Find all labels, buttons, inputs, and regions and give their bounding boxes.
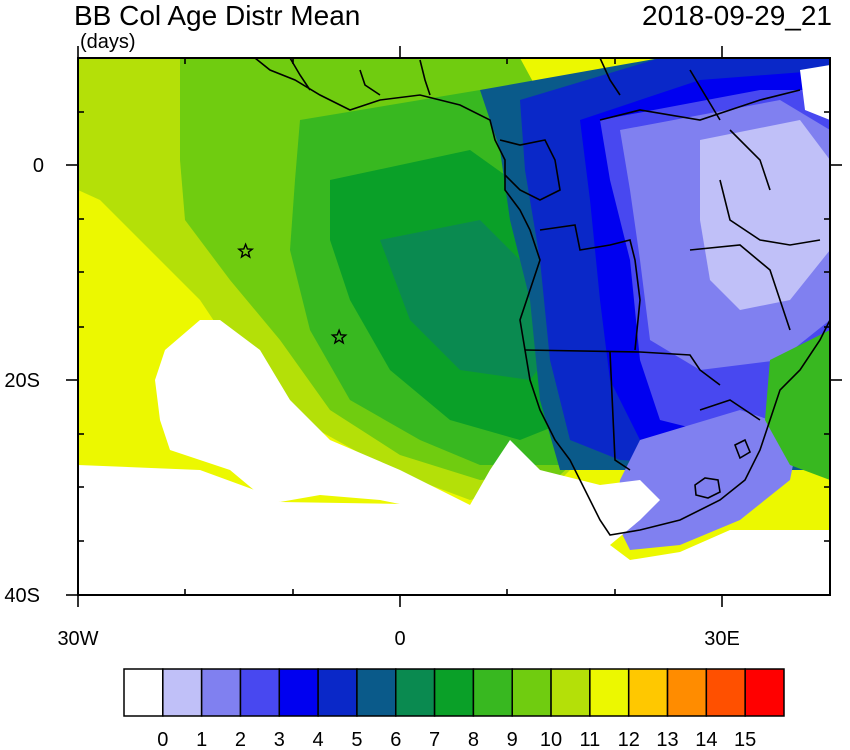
field-teal	[380, 220, 560, 380]
colorbar-swatch	[472, 668, 513, 717]
xtick-label-30w: 30W	[57, 628, 98, 650]
xtick-label-30e: 30E	[704, 628, 740, 650]
colorbar-swatch	[589, 668, 630, 717]
colorbar-swatch	[317, 668, 358, 717]
colorbar-swatch	[705, 668, 746, 717]
colorbar-label: 15	[734, 729, 756, 750]
field-eastgreen	[765, 330, 830, 480]
colorbar-label: 9	[507, 729, 518, 750]
colorbar-swatch	[433, 668, 475, 717]
map-title: BB Col Age Distr Mean	[74, 0, 361, 31]
colorbar-label: 7	[429, 729, 440, 750]
colorbar-swatch	[744, 668, 785, 717]
datetime-label: 2018-09-29_21	[642, 0, 832, 31]
colorbar-label: 1	[196, 729, 207, 750]
missing-data-south	[78, 440, 830, 595]
ytick-label-0: 0	[33, 155, 44, 177]
colorbar-swatch	[395, 668, 436, 717]
colorbar-swatch	[162, 668, 203, 717]
colorbar-label: 5	[351, 729, 362, 750]
ytick-label-20s: 20S	[4, 370, 40, 392]
colorbar-swatch	[511, 668, 552, 717]
colorbar-label: 13	[656, 729, 678, 750]
colorbar: 0 1 2 3 4 5 6 7 8 9 10 11 12 13 14 15	[123, 668, 785, 750]
coastlines	[254, 58, 830, 536]
colorbar-swatch	[239, 668, 281, 717]
field-layer	[78, 58, 830, 595]
star-marker-icon	[237, 242, 255, 259]
colorbar-swatch	[356, 668, 397, 717]
colorbar-label: 8	[468, 729, 479, 750]
colorbar-swatch	[200, 668, 242, 717]
colorbar-swatch	[550, 668, 591, 717]
field-verylightblue	[700, 120, 830, 310]
ytick-label-40s: 40S	[4, 585, 40, 607]
colorbar-label: 12	[618, 729, 640, 750]
colorbar-swatch	[123, 668, 164, 717]
star-marker-icon	[330, 328, 348, 345]
xtick-label-0: 0	[394, 628, 405, 650]
markers-layer	[237, 242, 348, 345]
colorbar-label: 4	[313, 729, 324, 750]
missing-data-ocean	[155, 320, 470, 515]
units-label: (days)	[80, 31, 136, 53]
colorbar-label: 2	[235, 729, 246, 750]
tick-marks	[66, 46, 842, 607]
colorbar-swatch	[627, 668, 669, 717]
colorbar-label: 6	[390, 729, 401, 750]
colorbar-label: 0	[157, 729, 168, 750]
missing-data-ne	[800, 65, 830, 120]
colorbar-label: 11	[579, 729, 600, 750]
colorbar-label: 14	[695, 729, 717, 750]
colorbar-swatch	[278, 668, 319, 717]
field-south-lightblue	[615, 410, 800, 550]
colorbar-label: 10	[540, 729, 562, 750]
colorbar-label: 3	[274, 729, 285, 750]
colorbar-swatch	[666, 668, 708, 717]
